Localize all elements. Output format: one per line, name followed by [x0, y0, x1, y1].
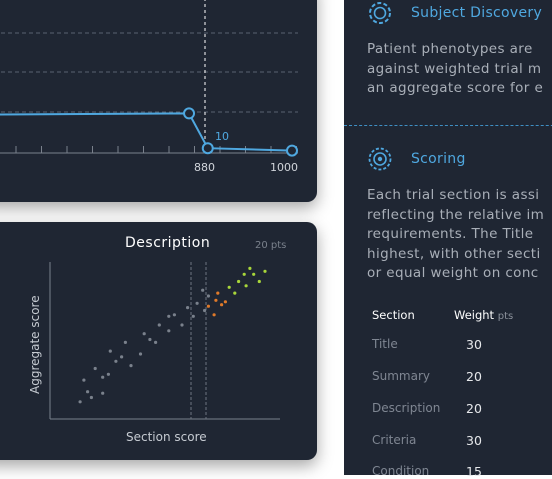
description-scatter-chart: Description 20 pts Section score Aggrega… — [28, 235, 286, 444]
scatter-point — [114, 359, 118, 363]
text-line: against weighted trial m — [367, 60, 542, 77]
subject-discovery-text: Patient phenotypes are against weighted … — [367, 40, 552, 99]
gear-icon — [369, 2, 391, 24]
text-line: Patient phenotypes are — [367, 41, 533, 57]
score-curve-card: 10 880 1000 — [0, 0, 317, 202]
text-line: an aggregate score for e — [367, 80, 544, 96]
scatter-point — [93, 366, 97, 371]
y-axis-label: Aggregate score — [28, 295, 42, 394]
scatter-point — [223, 300, 227, 304]
table-row-description-label: Description — [372, 401, 441, 415]
scatter-point — [214, 298, 218, 302]
scatter-point — [120, 355, 124, 359]
scatter-point — [212, 313, 216, 317]
scatter-point — [244, 284, 248, 288]
scatter-point — [242, 272, 246, 276]
text-line: Each trial section is assi — [367, 187, 540, 203]
callout-value: 10 — [215, 130, 229, 143]
scatter-point — [89, 395, 93, 400]
scatter-point — [203, 308, 207, 313]
table-row-summary-label: Summary — [372, 369, 430, 383]
scatter-point — [157, 323, 161, 327]
x-tick-label-1000: 1000 — [270, 161, 298, 174]
x-tick-label-880: 880 — [194, 161, 215, 174]
table-header-weight: Weight pts — [454, 308, 513, 322]
scatter-point — [237, 279, 241, 284]
table-row-condition-label: Condition — [372, 464, 430, 478]
scatter-point — [154, 340, 158, 344]
scatter-point — [206, 304, 210, 308]
points-badge: 20 pts — [255, 240, 286, 251]
scatter-point — [227, 285, 231, 289]
section-divider — [344, 125, 552, 126]
line-marker — [201, 142, 214, 155]
section-title-subject-discovery: Subject Discovery — [411, 5, 543, 21]
chart-title: Description — [125, 235, 210, 251]
text-line: highest, with other secti — [367, 245, 541, 262]
text-line: or equal weight on conc — [367, 265, 539, 281]
scatter-point — [216, 291, 220, 295]
scatter-point — [101, 375, 105, 379]
scatter-point — [86, 390, 90, 394]
table-row-criteria-label: Criteria — [372, 433, 417, 447]
table-row-description-value: 20 — [466, 401, 482, 416]
scatter-point — [220, 303, 224, 307]
scatter-point — [263, 269, 267, 273]
scatter-point — [78, 400, 82, 404]
scatter-point — [180, 323, 184, 327]
table-row-summary-value: 20 — [466, 369, 482, 384]
scatter-point — [101, 391, 105, 395]
table-row-title-label: Title — [372, 337, 398, 351]
scatter-point — [129, 364, 133, 368]
description-chart-card: Description 20 pts Section score Aggrega… — [0, 222, 317, 460]
line-markers — [183, 107, 298, 157]
scatter-point — [123, 340, 127, 344]
target-icon — [368, 147, 392, 171]
weight-label: Weight — [454, 308, 495, 322]
score-line — [0, 112, 293, 152]
scatter-point — [186, 306, 190, 310]
scatter-point — [106, 372, 110, 376]
score-curve-chart: 10 880 1000 — [0, 0, 298, 174]
scatter-point — [82, 378, 86, 382]
section-title-scoring: Scoring — [411, 151, 466, 167]
scatter-point — [142, 332, 146, 336]
info-panel: Subject Discovery Patient phenotypes are… — [344, 0, 552, 479]
scatter-point — [233, 291, 237, 295]
scatter-point — [195, 301, 199, 305]
line-marker — [286, 144, 298, 157]
scatter-point — [191, 314, 195, 318]
table-row-title-value: 30 — [466, 337, 482, 352]
table-row-criteria-value: 30 — [466, 433, 482, 448]
scatter-point — [206, 294, 210, 298]
text-line: reflecting the relative im — [367, 206, 545, 223]
x-axis-label: Section score — [126, 430, 207, 444]
scatter-point — [148, 337, 152, 342]
table-header-section: Section — [372, 308, 415, 322]
line-marker — [183, 107, 196, 120]
scoring-text: Each trial section is assi reflecting th… — [367, 186, 552, 284]
weight-unit: pts — [497, 311, 514, 322]
scatter-point — [201, 288, 205, 292]
scatter-point — [252, 272, 256, 276]
scatter-point — [167, 314, 171, 318]
table-row-condition-value: 15 — [466, 464, 482, 479]
scatter-point — [172, 313, 176, 317]
scatter-point — [167, 329, 171, 333]
scatter-point — [138, 352, 143, 356]
text-line: requirements. The Title — [367, 226, 534, 242]
scatter-point — [257, 279, 261, 284]
scatter-point — [248, 266, 252, 270]
scatter-points — [78, 266, 267, 404]
scatter-point — [108, 349, 112, 353]
